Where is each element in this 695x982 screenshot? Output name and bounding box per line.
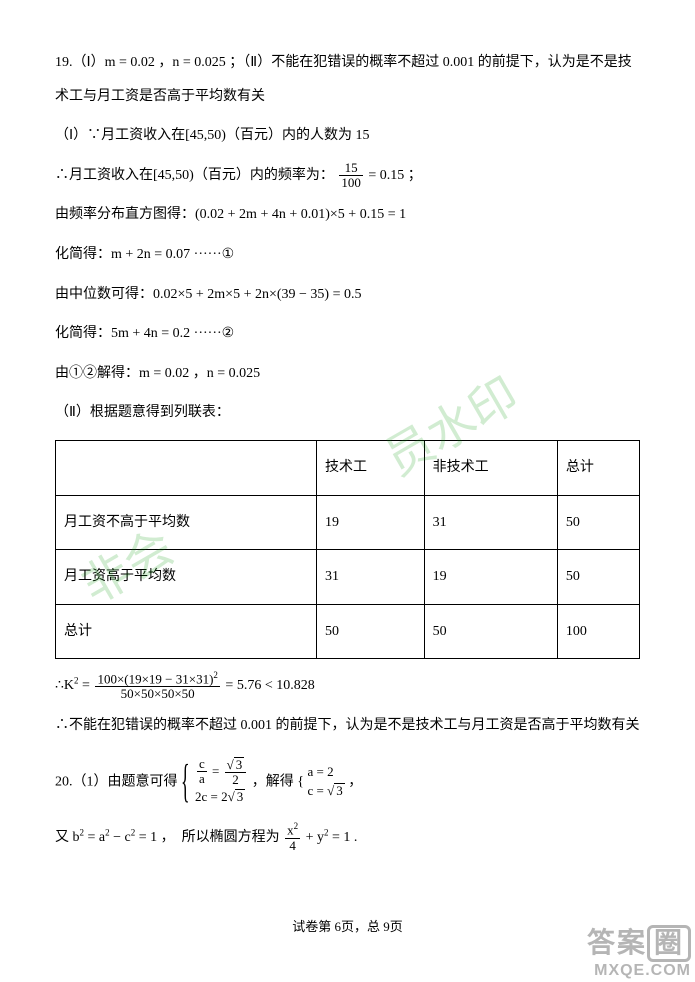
q19-line-4: 由中位数可得：0.02×5 + 2m×5 + 2n×(39 − 35) = 0.… xyxy=(55,278,640,312)
q20-p2-mid2: − c xyxy=(113,830,131,845)
exam-page: 员水印 非会 19.（Ⅰ）m = 0.02 ，n = 0.025 ；（Ⅱ）不能在… xyxy=(0,0,695,982)
q20-brace-2: a = 2 c = √3 xyxy=(308,763,345,799)
q20-p2-mid3: = 1 ， 所以椭圆方程为 xyxy=(139,830,283,845)
den: 4 xyxy=(285,839,300,853)
q19-k2-line: ∴K2 = 100×(19×19 − 31×31)2 50×50×50×50 =… xyxy=(55,669,640,703)
k2-den: 50×50×50×50 xyxy=(95,687,219,701)
cell: 50 xyxy=(557,550,639,605)
q19-frac-15-100: 15 100 xyxy=(339,161,363,191)
q19-line-5: 化简得：5m + 4n = 0.2 ······② xyxy=(55,317,640,351)
th-nontech: 非技术工 xyxy=(424,440,557,495)
cell: 月工资高于平均数 xyxy=(56,550,317,605)
brace1-row2-text: 2c = 2 xyxy=(195,789,228,804)
brace2-row1: a = 2 xyxy=(308,763,345,781)
frac-den: 100 xyxy=(339,176,363,190)
num: √3 xyxy=(225,757,247,773)
q19-line-2: 由频率分布直方图得：(0.02 + 2m + 4n + 0.01)×5 + 0.… xyxy=(55,198,640,232)
q19-line-1a: （Ⅰ）∵月工资收入在[45,50)（百元）内的人数为 15 xyxy=(55,119,640,153)
q20-mid: ，解得 { xyxy=(252,774,304,789)
cell: 19 xyxy=(316,495,424,550)
q19-line-3: 化简得：m + 2n = 0.07 ······① xyxy=(55,238,640,272)
ellipse-frac: x2 4 xyxy=(285,822,300,853)
q20-p2-end2: = 1 . xyxy=(332,830,357,845)
table-row: 月工资高于平均数 31 19 50 xyxy=(56,550,640,605)
k2-sup: 2 xyxy=(74,676,79,686)
q20-line-2: 又 b2 = a2 − c2 = 1 ， 所以椭圆方程为 x2 4 + y2 =… xyxy=(55,821,640,855)
num: c xyxy=(197,757,207,772)
brace2-row2: c = √3 xyxy=(308,782,345,800)
cell: 50 xyxy=(316,604,424,659)
cell: 总计 xyxy=(56,604,317,659)
q20-brace-1: c a = √3 2 2c = 2√3 xyxy=(181,757,248,807)
q19-conclusion: ∴不能在犯错误的概率不超过 0.001 的前提下，认为是不是技术工与月工资是否高… xyxy=(55,709,640,743)
sqrt3: 3 xyxy=(234,757,245,772)
th-total: 总计 xyxy=(557,440,639,495)
frac-sqrt3-2: √3 2 xyxy=(225,757,247,788)
q20-p2-prefix: 又 b xyxy=(55,830,80,845)
q20-prefix: 20.（1）由题意可得 xyxy=(55,774,178,789)
q19-line-7: （Ⅱ）根据题意得到列联表： xyxy=(55,396,640,430)
q19-line-6: 由①②解得：m = 0.02 ，n = 0.025 xyxy=(55,357,640,391)
sup2: 2 xyxy=(80,827,85,837)
sup2: 2 xyxy=(131,827,136,837)
table-row: 月工资不高于平均数 19 31 50 xyxy=(56,495,640,550)
contingency-table: 技术工 非技术工 总计 月工资不高于平均数 19 31 50 月工资高于平均数 … xyxy=(55,440,640,659)
sup2: 2 xyxy=(105,827,110,837)
brace1-row2: 2c = 2√3 xyxy=(195,787,248,807)
cell: 19 xyxy=(424,550,557,605)
den: 2 xyxy=(225,773,247,787)
den: a xyxy=(197,772,207,786)
k2-num-text: 100×(19×19 − 31×31) xyxy=(97,671,213,686)
q19-line-1b: ∴月工资收入在[45,50)（百元）内的频率为： 15 100 = 0.15 ； xyxy=(55,159,640,193)
k2-num: 100×(19×19 − 31×31)2 xyxy=(95,671,219,688)
brace2-row2-left: c = xyxy=(308,783,328,798)
frac-c-a: c a xyxy=(197,757,207,787)
q20-p2-end: + y xyxy=(306,830,324,845)
k2-prefix: ∴K xyxy=(55,678,74,693)
q19-line-1b-prefix: ∴月工资收入在[45,50)（百元）内的频率为： xyxy=(55,168,334,183)
th-tech: 技术工 xyxy=(316,440,424,495)
cell: 31 xyxy=(424,495,557,550)
table-row: 总计 50 50 100 xyxy=(56,604,640,659)
sup2: 2 xyxy=(294,821,299,831)
q19-line-1b-suffix: = 0.15 ； xyxy=(368,168,421,183)
cell: 月工资不高于平均数 xyxy=(56,495,317,550)
cell: 100 xyxy=(557,604,639,659)
q20-line-1: 20.（1）由题意可得 c a = √3 2 2c = 2√3 ，解得 { a … xyxy=(55,757,640,807)
cell: 31 xyxy=(316,550,424,605)
sup2: 2 xyxy=(324,827,329,837)
table-header-row: 技术工 非技术工 总计 xyxy=(56,440,640,495)
brace1-row1: c a = √3 2 xyxy=(195,757,248,788)
num: x2 xyxy=(285,822,300,839)
k2-fraction: 100×(19×19 − 31×31)2 50×50×50×50 xyxy=(95,671,219,702)
q19-intro: 19.（Ⅰ）m = 0.02 ，n = 0.025 ；（Ⅱ）不能在犯错误的概率不… xyxy=(55,46,640,113)
q20-p2-mid: = a xyxy=(88,830,106,845)
k2-suffix: = 5.76 < 10.828 xyxy=(225,678,314,693)
sqrt3: 3 xyxy=(334,783,345,798)
th-blank xyxy=(56,440,317,495)
sqrt3: 3 xyxy=(235,789,246,804)
cell: 50 xyxy=(557,495,639,550)
q20-suffix: ， xyxy=(348,774,362,789)
k2-num-sup: 2 xyxy=(213,670,218,680)
page-footer: 试卷第 6页，总 9页 xyxy=(0,911,695,942)
cell: 50 xyxy=(424,604,557,659)
frac-num: 15 xyxy=(339,161,363,176)
